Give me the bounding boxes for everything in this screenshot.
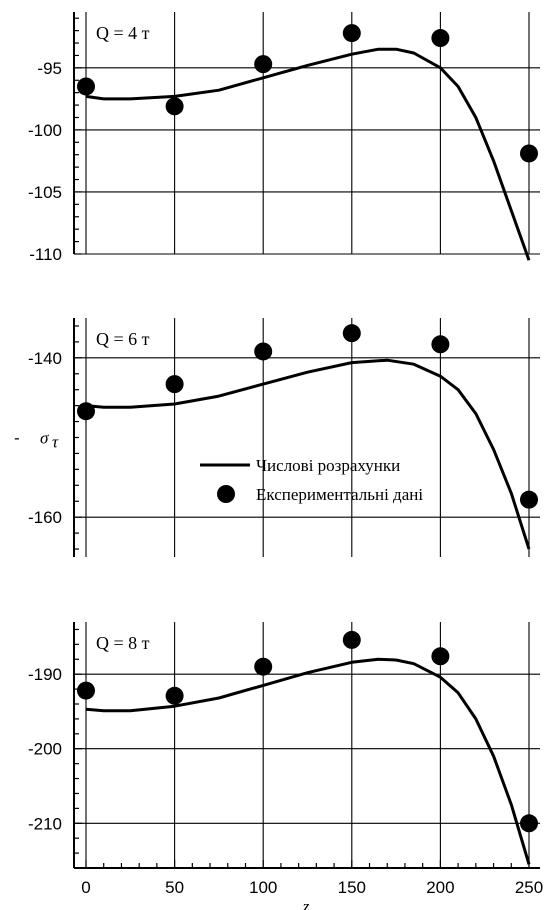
data-point-experimental [254, 55, 273, 74]
data-point-experimental [77, 402, 95, 421]
y-tick-label: -95 [37, 59, 62, 78]
x-tick-label: 100 [249, 878, 277, 897]
data-point-experimental [77, 77, 95, 96]
data-point-experimental [342, 630, 361, 649]
data-point-experimental [431, 335, 450, 354]
x-tick-label: 0 [81, 878, 90, 897]
data-point-experimental [342, 24, 361, 43]
series-line-numerical [85, 358, 531, 550]
y-axis-label-subscript: τ [52, 433, 59, 452]
legend: Числові розрахунки Експериментальні дані [200, 456, 423, 504]
y-tick-label: -140 [28, 349, 62, 368]
y-tick-label: -200 [28, 740, 62, 759]
data-point-experimental [520, 144, 538, 163]
data-point-experimental [165, 686, 184, 705]
panel-label: Q = 8 т [96, 633, 150, 653]
legend-label-line: Числові розрахунки [256, 456, 400, 475]
y-tick-label: -210 [28, 814, 62, 833]
data-point-experimental [431, 29, 450, 48]
data-point-experimental [165, 97, 184, 116]
data-point-experimental [520, 814, 538, 833]
y-tick-label: -110 [29, 245, 62, 264]
data-point-experimental [165, 375, 184, 394]
data-point-experimental [254, 342, 273, 361]
y-tick-label: -105 [28, 183, 62, 202]
chart-panel-2: -140 - -160 σ τ Q = 6 т Числові розрахунки Експ… [14, 318, 540, 557]
data-point-experimental [342, 324, 361, 343]
x-tick-label: 200 [426, 878, 454, 897]
y-tick-label: -190 [28, 665, 62, 684]
chart-panel-3: -190 -200 -210 0 50 100 150 200 250 z Q = 8 т [28, 622, 543, 910]
data-point-experimental [254, 657, 273, 676]
series-line-numerical [85, 47, 531, 261]
legend-point-swatch [217, 485, 235, 503]
y-tick-label: -160 [28, 508, 62, 527]
y-tick-label: - [14, 429, 20, 448]
chart-panel-1: -95 -100 -105 -110 Q = 4 т [28, 12, 540, 264]
x-axis-label: z [302, 897, 310, 910]
x-tick-label: 50 [165, 878, 184, 897]
panel-label: Q = 6 т [96, 329, 150, 349]
series-line-numerical [85, 657, 531, 865]
x-tick-label: 150 [338, 878, 366, 897]
x-tick-label: 250 [515, 878, 543, 897]
data-point-experimental [77, 681, 95, 700]
panel-label: Q = 4 т [96, 23, 150, 43]
data-point-experimental [520, 490, 538, 509]
y-axis-label: σ [40, 429, 49, 448]
y-tick-label: -100 [28, 121, 62, 140]
legend-label-points: Експериментальні дані [256, 485, 423, 504]
data-point-experimental [431, 647, 450, 666]
